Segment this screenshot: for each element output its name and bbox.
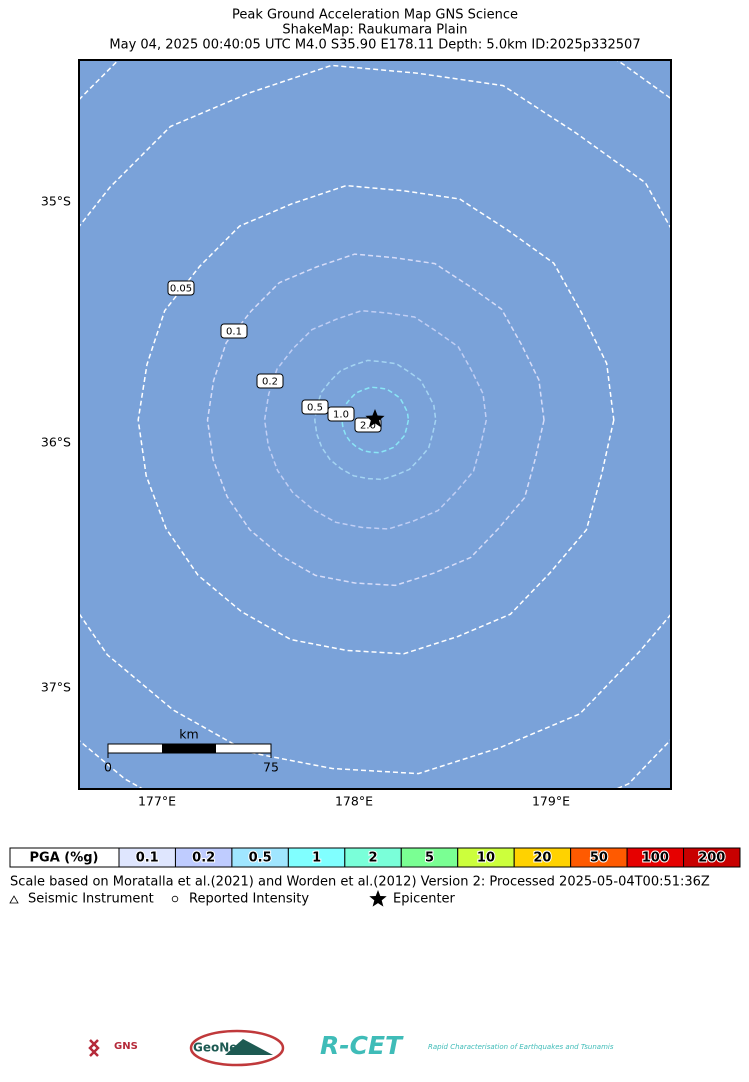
legend-label: 200 xyxy=(698,851,725,866)
legend-cell xyxy=(683,847,741,868)
geonet-mountain xyxy=(225,1039,273,1055)
scale-unit: km xyxy=(179,727,198,742)
contours xyxy=(79,60,671,789)
contour-line xyxy=(206,253,545,587)
geonet-text: GeoNet xyxy=(193,1041,243,1055)
map-frame xyxy=(78,59,672,790)
contour-line xyxy=(341,386,410,454)
contour-line xyxy=(137,184,615,655)
legend-label: 2 xyxy=(369,851,378,866)
instrument-symbol xyxy=(9,895,19,904)
lon-label: 179°E xyxy=(532,794,570,809)
title-line: ShakeMap: Raukumara Plain xyxy=(282,23,467,38)
symbol-label: Seismic Instrument xyxy=(28,892,154,907)
contour-line xyxy=(79,64,671,775)
legend-label: 0.2 xyxy=(192,851,215,866)
contour-label-box xyxy=(167,280,195,296)
contour-label-box xyxy=(220,323,248,339)
contour-label: 1.0 xyxy=(333,410,349,421)
rcet-tagline: Rapid Characterisation of Earthquakes an… xyxy=(428,1043,614,1051)
scale-note: Scale based on Moratalla et al.(2021) an… xyxy=(10,875,710,890)
gns-logo: GNS xyxy=(88,1039,138,1057)
lat-label: 37°S xyxy=(41,680,71,695)
legend-label: 0.5 xyxy=(249,851,272,866)
title-line: Peak Ground Acceleration Map GNS Science xyxy=(232,8,518,23)
scale-end: 75 xyxy=(263,760,279,775)
legend-label: 10 xyxy=(477,851,495,866)
legend-label: 50 xyxy=(590,851,608,866)
lon-label: 178°E xyxy=(335,794,373,809)
contour-line xyxy=(314,359,437,481)
legend-label: 1 xyxy=(312,851,321,866)
contour-label-box xyxy=(256,373,284,389)
contour-labels: 0.05 0.1 0.2 0.5 1.0 2.0 xyxy=(167,280,382,433)
legend-header: PGA (%g) xyxy=(30,851,99,866)
intensity-symbol xyxy=(171,895,179,903)
lat-label: 35°S xyxy=(41,194,71,209)
epicenter-star xyxy=(365,409,385,428)
epicenter-symbol xyxy=(369,890,387,907)
gns-mark xyxy=(88,1039,100,1057)
pga-legend: PGA (%g) 0.1 0.2 0.5 1 2 5 10 20 50 100 200 xyxy=(9,847,741,868)
gns-text: GNS xyxy=(114,1041,138,1052)
contour-label: 0.05 xyxy=(170,284,192,295)
legend-label: 100 xyxy=(642,851,669,866)
symbol-label: Reported Intensity xyxy=(189,892,309,907)
contour-label: 2.0 xyxy=(360,421,376,432)
scale-bar: km 0 75 xyxy=(104,727,279,775)
contour-label: 0.5 xyxy=(307,403,323,414)
lat-label: 36°S xyxy=(41,435,71,450)
symbol-label: Epicenter xyxy=(393,892,456,907)
contour-label-box xyxy=(327,406,355,422)
geonet-logo: GeoNet xyxy=(189,1029,285,1067)
contour-label-box xyxy=(301,399,329,415)
contour-label: 0.2 xyxy=(262,377,278,388)
title-line: May 04, 2025 00:40:05 UTC M4.0 S35.90 E1… xyxy=(109,38,640,53)
contour-line xyxy=(263,309,488,530)
legend-label: 0.1 xyxy=(136,851,159,866)
rcet-text: R-CET xyxy=(320,1031,404,1060)
scale-bar-segment xyxy=(162,744,216,753)
lon-label: 177°E xyxy=(138,794,176,809)
legend-label: 5 xyxy=(425,851,434,866)
geonet-ring xyxy=(189,1029,285,1067)
rcet-logo: R-CET Rapid Characterisation of Earthqua… xyxy=(320,1031,614,1060)
scale-start: 0 xyxy=(104,760,112,775)
legend-label: 20 xyxy=(533,851,551,866)
contour-label: 0.1 xyxy=(226,327,242,338)
